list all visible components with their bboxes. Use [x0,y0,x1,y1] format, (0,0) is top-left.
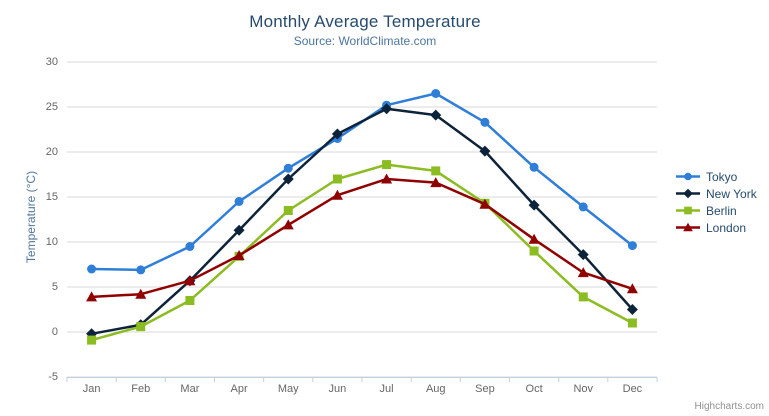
data-point[interactable] [381,103,393,115]
data-point[interactable] [87,335,97,345]
legend-item-london[interactable]: London [676,219,757,236]
x-axis-label: Jan [82,383,101,395]
data-point[interactable] [331,189,343,200]
x-axis-label: Oct [525,383,543,395]
x-axis-label: Apr [230,383,248,395]
data-point[interactable] [283,206,293,215]
data-point[interactable] [578,292,588,302]
series-new-york[interactable] [86,103,638,340]
triangle-legend-marker-icon [676,222,700,232]
x-axis-label: Nov [573,383,594,395]
y-axis-label: 0 [51,326,58,338]
data-point[interactable] [136,265,146,275]
x-axis-label: Feb [131,383,151,395]
y-axis-label: 20 [45,146,58,158]
diamond-legend-marker-icon [676,188,700,199]
series-tokyo[interactable] [87,89,637,275]
series-london[interactable] [86,173,638,302]
data-point[interactable] [529,246,539,256]
data-point[interactable] [430,109,442,121]
legend-item-new-york[interactable]: New York [676,185,757,202]
data-point[interactable] [479,145,491,157]
data-point[interactable] [233,250,245,260]
data-point[interactable] [135,288,147,299]
legend: Tokyo New York Berlin London [676,168,757,236]
data-point[interactable] [184,275,196,286]
legend-label: Tokyo [706,169,738,184]
series-line [90,107,634,336]
y-axis-label: 25 [45,101,58,113]
data-point[interactable] [626,283,638,294]
data-point[interactable] [185,242,195,251]
legend-label: New York [706,186,757,201]
x-axis-label: Sep [475,383,495,395]
square-legend-marker-icon [676,206,700,215]
x-axis-label: May [277,383,299,395]
data-point[interactable] [282,219,294,230]
data-point[interactable] [578,202,588,212]
export-menu-button[interactable] [729,13,755,35]
x-axis-label: Jun [328,383,347,395]
data-point[interactable] [627,241,637,251]
data-point[interactable] [332,174,342,184]
data-point[interactable] [185,296,195,305]
data-point[interactable] [283,163,293,173]
data-point[interactable] [331,128,343,140]
y-axis-label: 10 [45,236,58,248]
circle-legend-marker-icon [676,172,700,181]
data-point[interactable] [431,166,441,176]
data-point[interactable] [529,162,539,172]
chart-subtitle: Source: WorldClimate.com [293,34,437,48]
data-point[interactable] [86,291,98,302]
y-axis-label: -5 [48,371,58,383]
legend-label: Berlin [706,203,737,218]
x-axis-label: Jul [379,383,394,395]
series-line [90,163,634,342]
data-point[interactable] [234,197,244,206]
x-axis-label: Aug [425,383,446,395]
data-point[interactable] [626,304,638,315]
y-axis-label: 15 [45,191,58,203]
data-point[interactable] [480,117,490,127]
data-point[interactable] [282,173,294,185]
y-axis-label: 30 [45,56,58,68]
x-axis-label: Dec [622,383,643,395]
data-point[interactable] [430,177,442,188]
data-point[interactable] [627,318,637,328]
data-point[interactable] [577,249,589,261]
data-point[interactable] [479,198,491,209]
data-point[interactable] [528,199,540,211]
legend-item-berlin[interactable]: Berlin [676,202,757,219]
legend-item-tokyo[interactable]: Tokyo [676,168,757,185]
x-axis-label: Mar [180,383,200,395]
data-point[interactable] [577,267,589,278]
series-line [90,92,634,272]
data-point[interactable] [381,173,393,184]
series-line [90,177,634,299]
data-point[interactable] [233,224,245,236]
data-point[interactable] [87,264,97,274]
data-point[interactable] [431,89,441,98]
credits-link[interactable]: Highcharts.com [694,401,764,412]
y-axis-label: 5 [51,281,58,293]
chart-title: Monthly Average Temperature [249,12,481,31]
legend-label: London [706,220,747,235]
data-point[interactable] [528,233,540,244]
data-point[interactable] [136,322,146,332]
data-point[interactable] [382,160,392,170]
